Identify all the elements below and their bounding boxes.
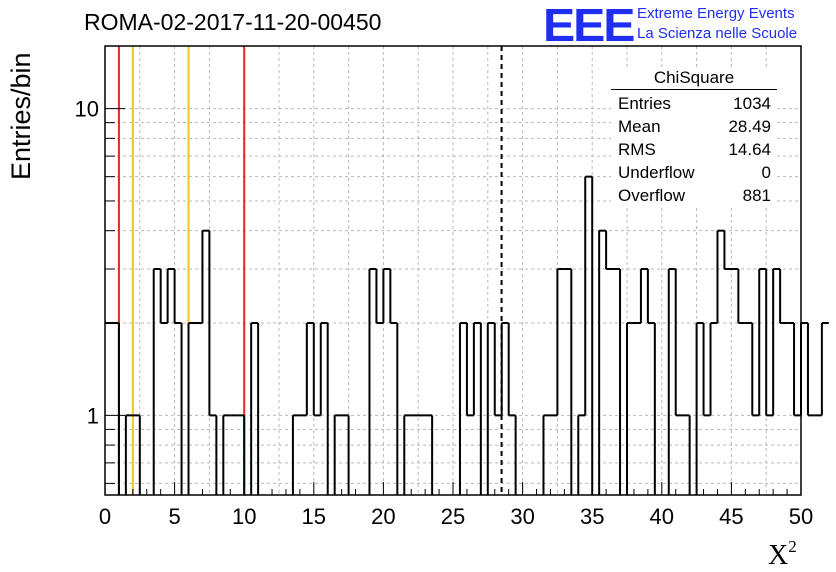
x-tick-label: 25 [441,504,465,529]
logo-line-2: La Scienza nelle Scuole [637,25,798,42]
x-axis-label-superscript: 2 [788,537,797,556]
stats-value: 14.64 [728,140,771,159]
x-tick-label: 45 [719,504,743,529]
x-tick-label: 30 [510,504,534,529]
y-tick-label: 1 [87,403,99,428]
x-axis-label: X2 [768,537,797,572]
run-title: ROMA-02-2017-11-20-00450 [84,9,382,35]
stats-row-mean: Mean 28.49 [611,115,777,138]
stats-row-entries: Entries 1034 [611,92,777,115]
x-tick-label: 50 [789,504,813,529]
stats-value: 28.49 [728,117,771,136]
logo-line-1: Extreme Energy Events [637,5,795,22]
stats-label: Entries [618,94,671,113]
stats-label: RMS [618,140,656,159]
x-tick-label: 0 [99,504,111,529]
stats-row-underflow: Underflow 0 [611,161,777,184]
stats-row-overflow: Overflow 881 [611,184,777,207]
x-tick-label: 35 [580,504,604,529]
x-tick-label: 5 [168,504,180,529]
stats-row-rms: RMS 14.64 [611,138,777,161]
stats-label: Underflow [618,163,695,182]
y-axis-label: Entries/bin [6,52,36,180]
stats-value: 881 [742,186,771,205]
x-tick-label: 20 [371,504,395,529]
stats-value: 1034 [733,94,771,113]
x-tick-label: 40 [650,504,674,529]
y-tick-label: 10 [75,97,99,122]
stats-value: 0 [761,163,771,182]
x-tick-label: 10 [232,504,256,529]
x-axis-label-base: X [768,540,789,571]
x-tick-label: 15 [302,504,326,529]
stats-title: ChiSquare [611,68,777,90]
stats-label: Overflow [618,186,686,205]
stats-box: ChiSquare Entries 1034 Mean 28.49 RMS 14… [611,68,777,207]
stats-label: Mean [618,117,661,136]
eee-logo: EEE [543,0,635,51]
